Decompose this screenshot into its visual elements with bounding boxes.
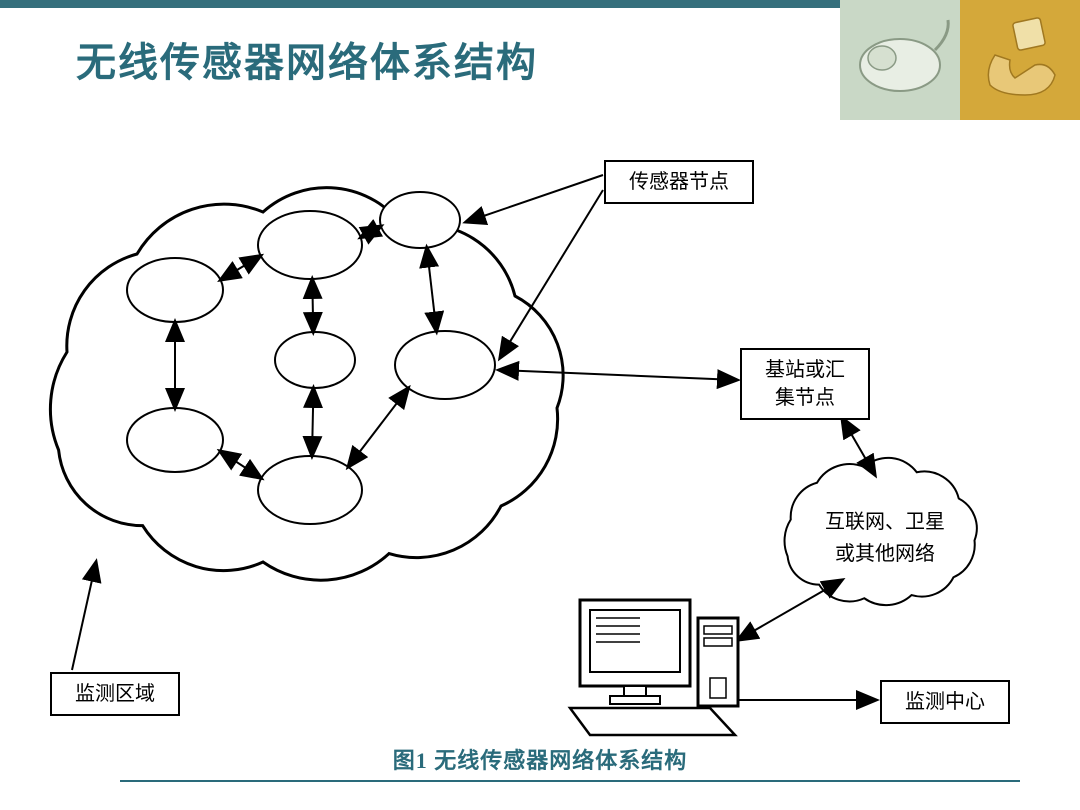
small-cloud-line1: 互联网、卫星 — [825, 511, 945, 533]
small-cloud-label: 互联网、卫星 或其他网络 — [810, 506, 960, 570]
label-sensor-node: 传感器节点 — [604, 160, 754, 204]
label-sensor-node-text: 传感器节点 — [629, 171, 729, 193]
label-base-station-line2: 集节点 — [775, 387, 835, 409]
label-monitor-center-text: 监测中心 — [905, 691, 985, 713]
figure-caption: 图1 无线传感器网络体系结构 — [0, 743, 1080, 775]
label-monitor-area-text: 监测区域 — [75, 683, 155, 705]
caption-underline — [120, 780, 1020, 782]
small-cloud-line2: 或其他网络 — [835, 543, 935, 565]
label-base-station-line1: 基站或汇 — [765, 359, 845, 381]
label-monitor-area: 监测区域 — [50, 672, 180, 716]
label-monitor-center: 监测中心 — [880, 680, 1010, 724]
label-base-station: 基站或汇 集节点 — [740, 348, 870, 420]
